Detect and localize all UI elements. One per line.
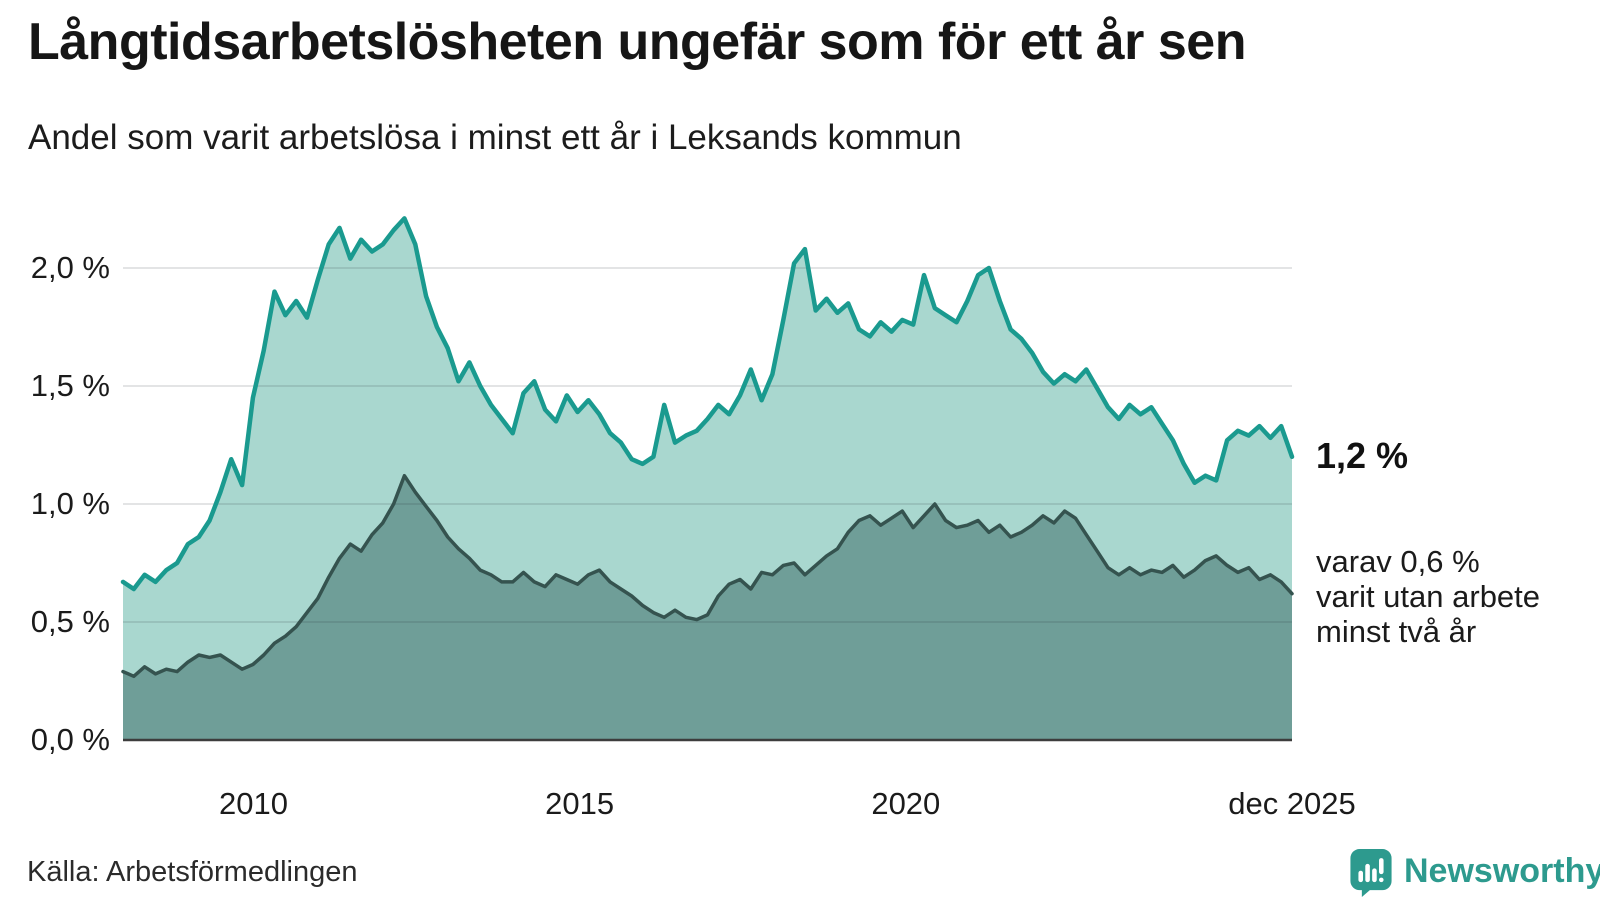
newsworthy-logo: Newsworthy <box>1350 849 1600 897</box>
source-note: Källa: Arbetsförmedlingen <box>27 856 358 888</box>
series-area-1 <box>123 475 1292 740</box>
x-axis-label: 2015 <box>545 786 615 821</box>
y-axis-label: 1,0 % <box>30 486 110 521</box>
chart-plot <box>120 216 1295 742</box>
secondary-annotation-line: minst två år <box>1316 614 1477 649</box>
chart-subtitle: Andel som varit arbetslösa i minst ett å… <box>28 118 962 157</box>
series-line-1 <box>121 473 1294 679</box>
secondary-annotation-line: varit utan arbete <box>1316 579 1541 614</box>
secondary-annotation-line: varav 0,6 % <box>1316 544 1480 579</box>
newsworthy-icon <box>1350 849 1392 897</box>
y-axis-label: 0,0 % <box>30 722 110 757</box>
page-title: Långtidsarbetslösheten ungefär som för e… <box>28 13 1246 71</box>
y-axis-label: 2,0 % <box>30 250 110 285</box>
latest-value-label: 1,2 % <box>1316 435 1409 476</box>
newsworthy-wordmark: Newsworthy <box>1404 851 1600 890</box>
x-axis-label: 2020 <box>871 786 941 821</box>
secondary-annotation: varav 0,6 % varit utan arbete minst två … <box>1316 544 1540 649</box>
series-line-0 <box>120 216 1295 592</box>
y-axis-label: 0,5 % <box>30 604 110 639</box>
x-axis-label: 2010 <box>218 786 288 821</box>
y-axis-label: 1,5 % <box>30 368 110 403</box>
x-axis-label: dec 2025 <box>1228 786 1356 821</box>
